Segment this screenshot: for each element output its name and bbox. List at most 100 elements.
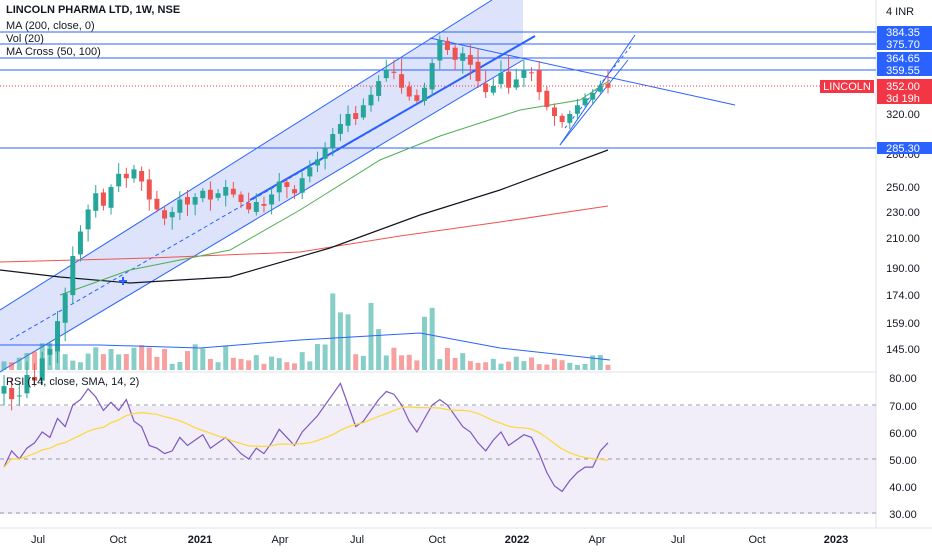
candle-body: [261, 203, 267, 206]
candle-body: [414, 95, 420, 101]
currency-label: 4 INR: [886, 6, 915, 18]
time-tick-label: 2023: [824, 534, 848, 546]
candle-body: [146, 179, 152, 200]
candle-body: [116, 173, 122, 187]
candle-body: [490, 86, 496, 93]
time-tick-label: Jul: [31, 534, 45, 546]
volume-bar: [567, 362, 573, 370]
volume-bar: [314, 344, 320, 370]
candle-body: [444, 40, 450, 50]
volume-bar: [437, 359, 443, 370]
price-tick-label: 159.00: [886, 318, 920, 330]
volume-bar: [32, 351, 38, 370]
candle-body: [544, 90, 550, 107]
rsi-tick-label: 30.00: [889, 509, 917, 521]
candle-body: [139, 171, 145, 182]
candle-body: [399, 74, 405, 88]
candle-body: [360, 105, 366, 118]
candle-body: [337, 124, 343, 134]
volume-bar: [192, 344, 198, 370]
regression-channel: [0, 0, 523, 372]
volume-bar: [483, 362, 489, 370]
volume-bar: [529, 357, 535, 370]
candle-body: [513, 79, 519, 88]
candle-body: [467, 55, 473, 65]
price-tick-label: 320.00: [886, 109, 920, 121]
candle-body: [475, 61, 481, 82]
volume-bar: [116, 354, 122, 370]
candle-body: [177, 199, 183, 213]
price-tick-label: 145.00: [886, 344, 920, 356]
candle-body: [422, 87, 428, 101]
volume-bar: [322, 344, 328, 370]
candle-body: [1, 386, 7, 394]
candle-body: [322, 148, 328, 159]
vol-legend[interactable]: Vol (20): [6, 33, 44, 45]
volume-bar: [154, 356, 160, 370]
candle-body: [551, 107, 557, 116]
candle-body: [123, 173, 129, 179]
volume-bar: [399, 355, 405, 370]
rsi-tick-label: 60.00: [889, 428, 917, 440]
candle-body: [269, 194, 275, 205]
ma-cross-legend[interactable]: MA Cross (50, 100): [6, 46, 101, 58]
volume-bar: [292, 363, 298, 370]
level-label-bg: [877, 64, 932, 76]
volume-bar: [422, 316, 428, 370]
candle-body: [376, 81, 382, 96]
rsi-band: [0, 406, 876, 514]
candle-body: [200, 190, 206, 199]
volume-bar: [406, 354, 412, 370]
volume-bar: [551, 358, 557, 370]
candle-body: [307, 167, 313, 177]
volume-bar: [62, 354, 68, 370]
rsi-legend[interactable]: RSI (14, close, SMA, 14, 2): [6, 376, 140, 388]
price-tick-label: 190.00: [886, 263, 920, 275]
rsi-tick-label: 40.00: [889, 482, 917, 494]
price-tick-label: 174.00: [886, 290, 920, 302]
time-tick-label: 2021: [188, 534, 212, 546]
time-tick-label: Jul: [671, 534, 685, 546]
candle-body: [567, 114, 573, 123]
volume-bar: [223, 345, 229, 370]
volume-bar: [16, 357, 22, 370]
candle-body: [498, 72, 504, 85]
volume-bar: [230, 357, 236, 370]
volume-bar: [590, 355, 596, 370]
symbol-tag: LINCOLN: [823, 81, 871, 93]
candle-body: [529, 72, 535, 74]
rsi-tick-label: 70.00: [889, 401, 917, 413]
candle-body: [16, 395, 22, 397]
level-label-bg: [877, 26, 932, 38]
volume-bar: [506, 361, 512, 370]
resistance-trendline: [429, 37, 736, 106]
volume-bar: [276, 358, 282, 370]
volume-bar: [429, 307, 435, 370]
candle-body: [452, 47, 458, 60]
candle-body: [314, 159, 320, 166]
volume-bar: [246, 360, 252, 370]
candle-body: [108, 187, 114, 208]
volume-ma-line: [0, 332, 611, 361]
price-tick-label: 230.00: [886, 207, 920, 219]
volume-bar: [261, 363, 267, 370]
candle-body: [605, 83, 611, 88]
volume-bar: [131, 347, 137, 370]
volume-bar: [123, 354, 129, 370]
candle-body: [223, 187, 229, 196]
volume-bar: [307, 361, 313, 370]
level-label: 375.70: [886, 39, 920, 51]
level-label-bg: [877, 142, 932, 154]
candlesticks: [1, 35, 611, 411]
volume-bar: [490, 358, 496, 370]
candle-body: [574, 105, 580, 114]
candle-body: [169, 212, 175, 218]
volume-bar: [177, 362, 183, 370]
ma200-legend[interactable]: MA (200, close, 0): [6, 20, 95, 32]
volume-bar: [93, 347, 99, 370]
price-tick-label: 250.00: [886, 182, 920, 194]
candle-body: [437, 40, 443, 61]
volume-bar: [215, 362, 221, 370]
